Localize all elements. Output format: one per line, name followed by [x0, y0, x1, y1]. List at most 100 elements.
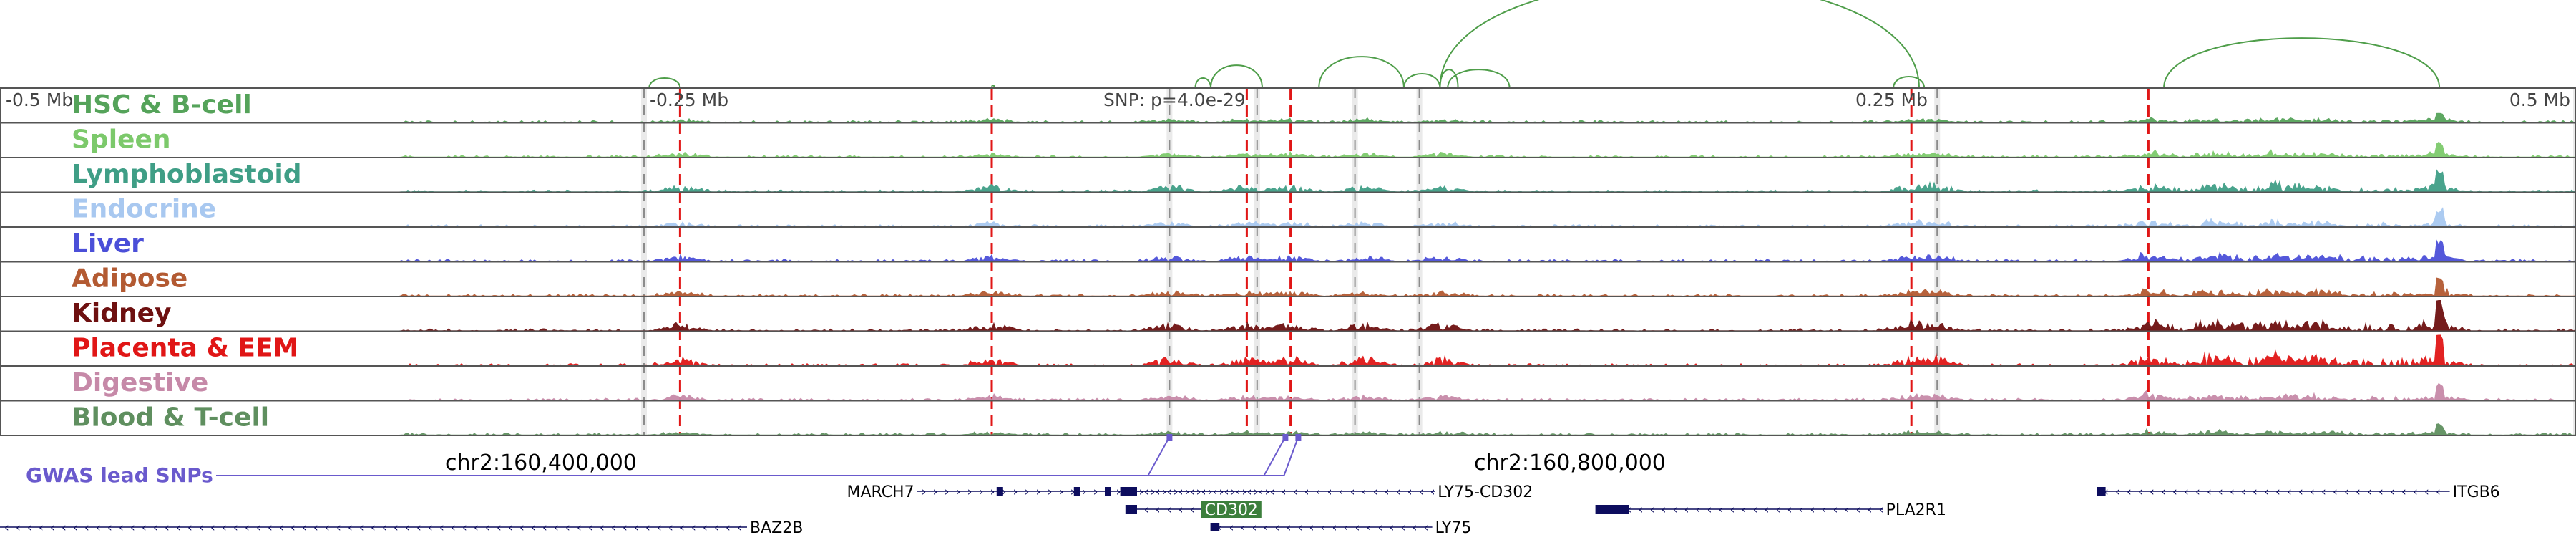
- gwas-snp-2: [1295, 434, 1302, 441]
- exon-0-0: [996, 487, 1003, 496]
- strand-chevron: ‹: [2184, 485, 2189, 499]
- strand-chevron: ‹: [2379, 485, 2384, 499]
- strand-chevron: ‹: [130, 521, 135, 535]
- strand-chevron: ‹: [714, 521, 719, 535]
- strand-chevron: ‹: [1833, 503, 1838, 517]
- exon-6-1: [1213, 523, 1220, 531]
- strand-chevron: ‹: [2138, 485, 2143, 499]
- exon-0-3: [1120, 487, 1127, 496]
- loop-arc-6: [1439, 0, 1920, 89]
- strand-chevron: ›: [1070, 485, 1075, 499]
- gwas-label: GWAS lead SNPs: [26, 463, 213, 487]
- strand-chevron: ‹: [657, 521, 662, 535]
- gene-label: LY75: [1435, 519, 1472, 537]
- strand-chevron: ‹: [2436, 485, 2441, 499]
- strand-chevron: ‹: [153, 521, 158, 535]
- strand-chevron: ‹: [4, 521, 9, 535]
- exon-3-0: [1125, 505, 1132, 514]
- strand-chevron: ‹: [2344, 485, 2349, 499]
- strand-chevron: ‹: [1787, 503, 1792, 517]
- strand-chevron: ‹: [1367, 521, 1372, 535]
- strand-chevron: ‹: [1350, 485, 1355, 499]
- strand-chevron: ‹: [1241, 521, 1246, 535]
- strand-chevron: ‹: [1673, 503, 1678, 517]
- strand-chevron: ›: [1219, 485, 1224, 499]
- strand-chevron: ‹: [1327, 485, 1332, 499]
- strand-chevron: ‹: [1264, 521, 1269, 535]
- loop-arc-0: [648, 77, 681, 89]
- strand-chevron: ‹: [222, 521, 227, 535]
- strand-chevron: ›: [1013, 485, 1018, 499]
- strand-chevron: ›: [1025, 485, 1030, 499]
- exon-0-1: [1073, 487, 1080, 496]
- strand-chevron: ‹: [588, 521, 593, 535]
- strand-chevron: ›: [1059, 485, 1064, 499]
- strand-chevron: ›: [990, 485, 995, 499]
- strand-chevron: ‹: [325, 521, 330, 535]
- strand-chevron: ›: [933, 485, 938, 499]
- track-label: HSC & B-cell: [72, 90, 252, 120]
- strand-chevron: ‹: [1373, 485, 1378, 499]
- strand-chevron: ‹: [291, 521, 296, 535]
- strand-chevron: ‹: [1316, 485, 1321, 499]
- strand-chevron: ‹: [1252, 521, 1257, 535]
- strand-chevron: ‹: [2207, 485, 2212, 499]
- tracks: [0, 87, 2576, 436]
- gwas-connector-1: [1263, 436, 1287, 476]
- strand-chevron: ‹: [1179, 485, 1184, 499]
- gwas-connector-2: [1283, 436, 1299, 476]
- signal-9: [0, 423, 2576, 435]
- track-label: Spleen: [72, 125, 171, 155]
- strand-chevron: ‹: [600, 521, 605, 535]
- strand-chevron: ‹: [50, 521, 55, 535]
- track-label: Adipose: [72, 264, 187, 294]
- loop-arc-1: [991, 85, 995, 89]
- exon-0-2: [1105, 487, 1111, 496]
- strand-chevron: ‹: [1407, 485, 1413, 499]
- strand-chevron: ‹: [2264, 485, 2269, 499]
- strand-chevron: ‹: [542, 521, 547, 535]
- strand-chevron: ‹: [2127, 485, 2132, 499]
- strand-chevron: ‹: [1707, 503, 1712, 517]
- strand-chevron: ›: [967, 485, 972, 499]
- strand-chevron: ‹: [1776, 503, 1781, 517]
- strand-chevron: ‹: [187, 521, 192, 535]
- strand-chevron: ‹: [1298, 521, 1303, 535]
- strand-chevron: ‹: [428, 521, 433, 535]
- strand-chevron: ›: [945, 485, 950, 499]
- strand-chevron: ‹: [176, 521, 181, 535]
- strand-chevron: ‹: [2115, 485, 2120, 499]
- axis-tick-label: -0.5 Mb: [6, 90, 73, 110]
- strand-chevron: ‹: [2104, 485, 2109, 499]
- strand-chevron: ‹: [256, 521, 261, 535]
- strand-chevron: ‹: [245, 521, 250, 535]
- loop-arc-3: [1210, 64, 1263, 89]
- strand-chevron: ‹: [519, 521, 525, 535]
- strand-chevron: ‹: [165, 521, 170, 535]
- signal-8: [0, 382, 2576, 400]
- strand-chevron: ‹: [726, 521, 731, 535]
- strand-chevron: ‹: [1385, 485, 1390, 499]
- strand-chevron: ‹: [2310, 485, 2315, 499]
- strand-chevron: ‹: [1144, 485, 1149, 499]
- strand-chevron: ›: [1254, 485, 1259, 499]
- gene-label: CD302: [1205, 501, 1258, 519]
- strand-chevron: ‹: [1144, 503, 1149, 517]
- gene-label: MARCH7: [847, 483, 914, 501]
- exon-1-1: [1131, 487, 1137, 496]
- strand-chevron: ‹: [394, 521, 399, 535]
- strand-chevron: ‹: [210, 521, 215, 535]
- strand-chevron: ‹: [27, 521, 32, 535]
- strand-chevron: ‹: [668, 521, 673, 535]
- strand-chevron: ›: [1185, 485, 1190, 499]
- coord-right: chr2:160,800,000: [1474, 450, 1666, 476]
- strand-chevron: ›: [1174, 485, 1179, 499]
- strand-chevron: ‹: [279, 521, 284, 535]
- strand-chevron: ‹: [2401, 485, 2406, 499]
- strand-chevron: ›: [1036, 485, 1041, 499]
- strand-chevron: ‹: [2321, 485, 2326, 499]
- strand-chevron: ‹: [1282, 485, 1287, 499]
- signal-3: [0, 207, 2576, 226]
- strand-chevron: ›: [1231, 485, 1236, 499]
- strand-chevron: ‹: [691, 521, 696, 535]
